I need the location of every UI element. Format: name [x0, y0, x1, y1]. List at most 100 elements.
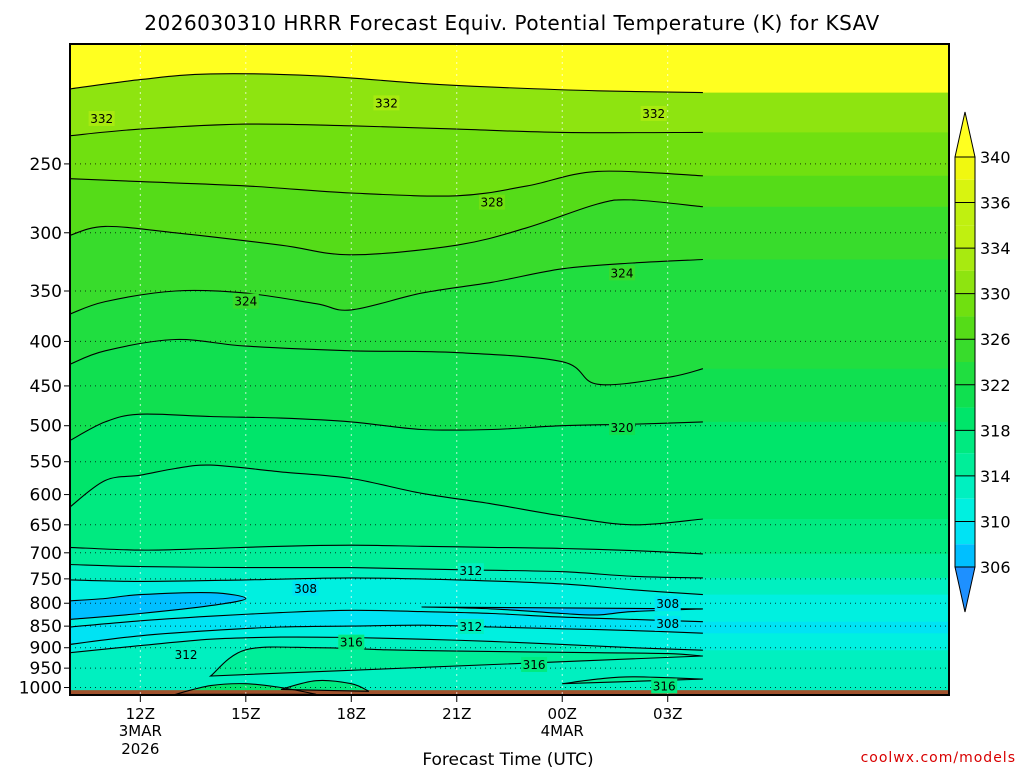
chart-title: 2026030310 HRRR Forecast Equiv. Potentia… [144, 11, 879, 35]
colorbar-swatch [955, 270, 975, 294]
isotherm-330 [70, 123, 703, 137]
isotherm-322 [70, 338, 704, 386]
contour-label: 316 [653, 679, 676, 693]
colorbar-swatch [955, 202, 975, 226]
colorbar-tick-label: 330 [980, 285, 1011, 304]
contour-label-bg [654, 596, 681, 612]
y-tick-label: 750 [30, 570, 62, 590]
isotherm-320 [175, 683, 317, 695]
credit-text: coolwx.com/models [861, 750, 1016, 766]
isotherm-318 [280, 679, 370, 692]
contour-label-bg [478, 194, 505, 210]
x-tick-label: 00Z [548, 705, 577, 723]
contour-label: 308 [294, 582, 317, 596]
colorbar-swatch [955, 384, 975, 408]
isotherm-318 [70, 464, 703, 526]
isotherm-308 [421, 606, 703, 616]
isotherm-316 [208, 646, 703, 677]
colorbar-tick-label: 310 [980, 512, 1011, 531]
isotherm-312 [70, 624, 703, 645]
fill-band-316 [210, 646, 703, 676]
isotherm-332 [70, 73, 703, 94]
contour-label: 308 [656, 597, 679, 611]
isotherm-308 [70, 592, 247, 620]
isotherm-316 [70, 544, 703, 555]
colorbar-tick-label: 318 [980, 421, 1011, 440]
y-tick-label: 650 [30, 516, 62, 536]
x-tick-label: 18Z [337, 705, 366, 723]
colorbar-swatch [955, 453, 975, 476]
y-tick-label: 950 [30, 659, 62, 679]
colorbar: 340 336 334 330 326 322 318 314 310 306 [954, 111, 1011, 613]
contour-label-bg [457, 619, 484, 635]
contour-label: 324 [611, 266, 634, 280]
x-tick-label: 15Z [231, 705, 260, 723]
plot-frame [69, 43, 950, 696]
contour-label-bg [173, 647, 200, 663]
contour-label-bg [232, 293, 259, 309]
contour-label-bg [654, 615, 681, 631]
contour-label-bg [651, 678, 678, 694]
colorbar-swatch [955, 544, 975, 567]
isotherm-316 [562, 676, 703, 685]
isotherm-324 [70, 258, 703, 315]
contour-label: 316 [340, 636, 363, 650]
x-tick-date: 3MAR [119, 722, 162, 740]
contour-label-bg [338, 634, 365, 650]
colorbar-swatch [955, 339, 975, 362]
y-tick-label: 800 [30, 594, 62, 614]
colorbar-tick-label: 334 [980, 239, 1011, 258]
colorbar-swatch [955, 157, 975, 180]
contours: 332 332 332 328 324 324 320 312 308 308 308 312 316 3… [70, 73, 704, 695]
colorbar-swatch [955, 248, 975, 271]
contour-label: 308 [656, 617, 679, 631]
colorbar-tick-label: 314 [980, 467, 1011, 486]
y-tick-label: 500 [30, 417, 62, 437]
y-tick-label: 550 [30, 453, 62, 473]
plot-area [70, 44, 949, 695]
colorbar-swatch [955, 179, 975, 203]
colorbar-max-arrow [954, 111, 976, 158]
y-tick-label: 700 [30, 544, 62, 564]
contour-label: 332 [375, 96, 398, 110]
x-tick-label: 21Z [442, 705, 471, 723]
colorbar-swatch [955, 475, 975, 499]
contour-label-bg [292, 580, 319, 596]
contour-label-bg [521, 656, 548, 672]
colorbar-swatch [955, 225, 975, 249]
y-axis: 2503003504004505005506006507007508008509… [19, 155, 70, 699]
y-tick-label: 900 [30, 639, 62, 659]
colorbar-tick-label: 336 [980, 194, 1011, 213]
colorbar-tick-label: 326 [980, 330, 1011, 349]
isotherm-314 [70, 636, 703, 654]
contour-label: 332 [90, 112, 113, 126]
contour-label-bg [373, 95, 400, 111]
fill-band-308 [421, 607, 703, 615]
x-tick-label: 12Z [126, 705, 155, 723]
contour-label-bg [88, 111, 115, 127]
colorbar-swatch [955, 293, 975, 317]
colorbar-swatch [955, 316, 975, 340]
terrain-band [70, 690, 949, 695]
fill-band-308 [70, 592, 246, 620]
y-tick-label: 600 [30, 486, 62, 506]
colorbar-tick-label: 322 [980, 376, 1011, 395]
y-tick-label: 850 [30, 617, 62, 637]
colorbar-tick-label: 306 [980, 558, 1011, 577]
contour-label: 332 [642, 107, 665, 121]
x-tick-date: 4MAR [541, 722, 584, 740]
y-tick-label: 350 [30, 282, 62, 302]
contour-label-bg [640, 105, 667, 121]
contour-label: 312 [459, 620, 482, 634]
y-tick-label: 400 [30, 332, 62, 352]
colorbar-swatch [955, 430, 975, 454]
x-axis-label: Forecast Time (UTC) [422, 750, 593, 768]
isotherm-314 [70, 563, 703, 579]
colorbar-tick-label: 340 [980, 148, 1011, 167]
colorbar-swatch [955, 498, 975, 522]
isotherm-320 [70, 413, 703, 441]
contour-label: 312 [459, 564, 482, 578]
colorbar-swatch [955, 362, 975, 385]
contour-label: 320 [611, 421, 634, 435]
